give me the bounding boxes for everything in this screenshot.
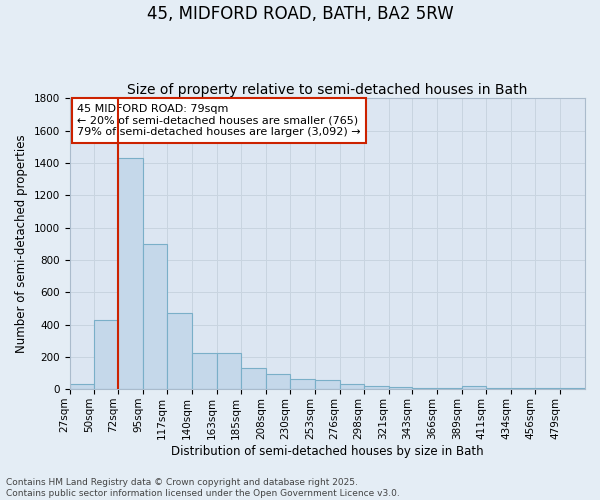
Bar [560,388,585,389]
Bar [340,384,364,389]
Bar [70,384,94,389]
Y-axis label: Number of semi-detached properties: Number of semi-detached properties [15,134,28,353]
Bar [290,378,315,389]
Bar [364,386,389,389]
Text: Contains HM Land Registry data © Crown copyright and database right 2025.
Contai: Contains HM Land Registry data © Crown c… [6,478,400,498]
Bar [241,368,266,389]
Bar [94,320,118,389]
Bar [486,388,511,389]
Title: Size of property relative to semi-detached houses in Bath: Size of property relative to semi-detach… [127,83,527,97]
X-axis label: Distribution of semi-detached houses by size in Bath: Distribution of semi-detached houses by … [171,444,484,458]
Bar [266,374,290,389]
Bar [118,158,143,389]
Text: 45 MIDFORD ROAD: 79sqm
← 20% of semi-detached houses are smaller (765)
79% of se: 45 MIDFORD ROAD: 79sqm ← 20% of semi-det… [77,104,361,137]
Bar [143,244,167,389]
Bar [167,313,192,389]
Bar [437,388,463,389]
Bar [389,387,412,389]
Bar [192,353,217,389]
Text: 45, MIDFORD ROAD, BATH, BA2 5RW: 45, MIDFORD ROAD, BATH, BA2 5RW [146,5,454,23]
Bar [511,388,535,389]
Bar [535,388,560,389]
Bar [315,380,340,389]
Bar [217,353,241,389]
Bar [412,388,437,389]
Bar [463,386,486,389]
